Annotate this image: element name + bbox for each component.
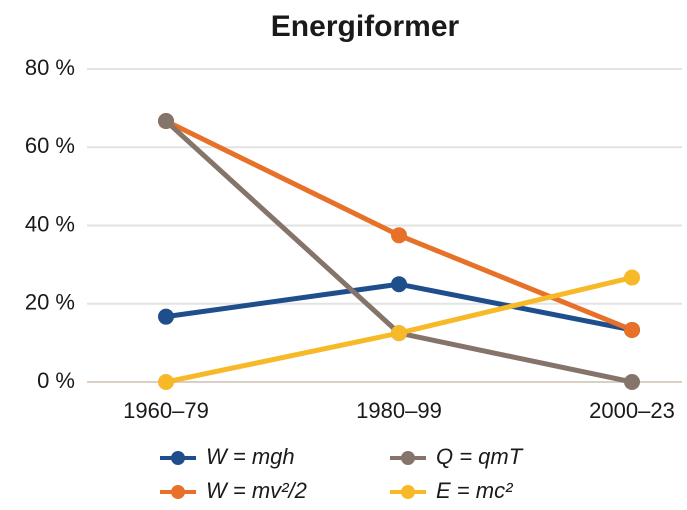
legend-marker (171, 451, 185, 465)
legend-marker (401, 451, 415, 465)
x-tick-label: 1980–99 (356, 398, 442, 423)
data-point (624, 374, 640, 390)
legend-label: E = mc² (436, 478, 513, 503)
x-tick-label: 2000–23 (589, 398, 675, 423)
series-line (164, 119, 633, 385)
legend-label: W = mgh (206, 444, 295, 469)
legend-marker (171, 485, 185, 499)
y-tick-label: 20 % (25, 290, 75, 315)
data-point (158, 113, 174, 130)
y-tick-label: 60 % (25, 133, 75, 158)
data-point (391, 325, 407, 342)
data-point (624, 269, 640, 286)
data-point (158, 308, 174, 325)
y-tick-label: 0 % (37, 368, 75, 393)
legend-label: W = mv²/2 (206, 478, 307, 503)
data-point (624, 321, 640, 338)
legend-label: Q = qmT (436, 444, 524, 469)
legend-marker (401, 485, 415, 499)
y-tick-label: 80 % (25, 55, 75, 80)
x-tick-label: 1960–79 (123, 398, 209, 423)
chart-title: Energiformer (271, 10, 460, 43)
data-point (158, 374, 174, 390)
data-point (391, 276, 407, 293)
y-tick-label: 40 % (25, 211, 75, 236)
data-point (391, 227, 407, 244)
